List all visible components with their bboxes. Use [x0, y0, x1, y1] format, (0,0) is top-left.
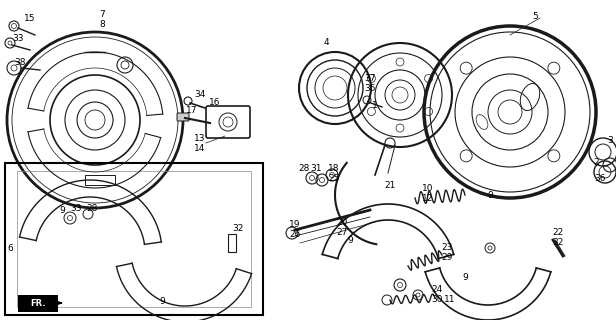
Text: 7: 7 — [99, 10, 105, 19]
Text: 18: 18 — [328, 164, 340, 172]
Text: 2: 2 — [593, 157, 599, 166]
Text: 13: 13 — [194, 133, 206, 142]
Text: 29: 29 — [441, 252, 453, 261]
Bar — [228, 234, 236, 252]
Text: 26: 26 — [290, 229, 301, 238]
Text: 3: 3 — [607, 135, 613, 145]
Text: 15: 15 — [24, 13, 36, 22]
Text: 19: 19 — [290, 220, 301, 228]
Text: 21: 21 — [384, 180, 395, 189]
Text: 25: 25 — [328, 173, 339, 182]
Bar — [17, 171, 251, 307]
Text: FR.: FR. — [30, 299, 46, 308]
Text: 37: 37 — [364, 74, 376, 83]
Text: 31: 31 — [310, 164, 322, 172]
Text: 17: 17 — [186, 106, 198, 115]
Text: 22: 22 — [553, 228, 564, 236]
Text: 6: 6 — [7, 244, 13, 252]
Bar — [18, 295, 58, 312]
Text: 27: 27 — [336, 228, 347, 236]
Text: 14: 14 — [194, 143, 206, 153]
Text: 32: 32 — [553, 237, 564, 246]
Text: 9: 9 — [487, 190, 493, 199]
Bar — [5, 163, 263, 315]
Text: 9: 9 — [347, 236, 353, 244]
Text: 9: 9 — [159, 298, 165, 307]
Text: 34: 34 — [194, 90, 206, 99]
Text: 24: 24 — [431, 285, 443, 294]
Text: 1: 1 — [372, 100, 378, 109]
FancyBboxPatch shape — [177, 113, 189, 121]
Text: 28: 28 — [86, 204, 98, 212]
Text: 36: 36 — [594, 173, 606, 182]
Text: 8: 8 — [99, 20, 105, 28]
Bar — [85, 175, 115, 185]
Text: 10: 10 — [422, 183, 434, 193]
Text: 5: 5 — [532, 12, 538, 20]
Text: 30: 30 — [431, 295, 443, 305]
Text: 23: 23 — [441, 243, 453, 252]
Text: 16: 16 — [209, 98, 221, 107]
Text: 11: 11 — [444, 295, 456, 305]
Text: 32: 32 — [232, 223, 244, 233]
Text: 28: 28 — [298, 164, 310, 172]
Text: 38: 38 — [14, 58, 26, 67]
Text: 35: 35 — [364, 84, 376, 92]
Text: 33: 33 — [12, 34, 24, 43]
Text: 4: 4 — [323, 37, 329, 46]
Text: 9: 9 — [462, 274, 468, 283]
Text: 9: 9 — [59, 205, 65, 214]
Text: 33: 33 — [70, 204, 82, 212]
Text: 12: 12 — [423, 194, 434, 203]
Text: 20: 20 — [336, 218, 347, 227]
